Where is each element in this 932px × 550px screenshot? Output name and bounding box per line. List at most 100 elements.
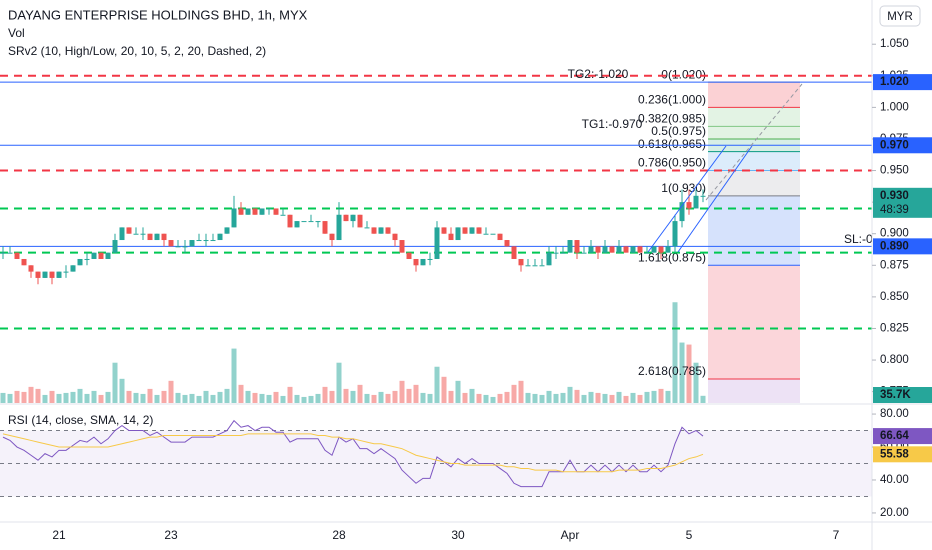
- fib-label: 0.236(1.000): [638, 93, 706, 107]
- annotation: TG1:-0.970: [582, 117, 643, 131]
- volume-bar: [679, 342, 685, 403]
- candle-body: [497, 233, 503, 241]
- candle-body: [427, 258, 433, 260]
- candle-body: [434, 227, 440, 259]
- volume-bar: [399, 380, 405, 403]
- volume-tag-label: 35.7K: [880, 389, 911, 401]
- rsi-tag-bg: [873, 428, 932, 445]
- candle-body: [98, 252, 104, 259]
- rsi-tag-bg: [873, 446, 932, 463]
- currency: MYR: [887, 11, 913, 23]
- fib-band: [708, 151, 800, 171]
- indicator-title: SRv2 (10, High/Low, 20, 10, 5, 2, 20, Da…: [8, 44, 266, 58]
- volume-bar: [280, 395, 286, 403]
- candle-body: [280, 214, 286, 216]
- volume-bar: [420, 392, 426, 403]
- candle-body: [168, 240, 174, 247]
- volume-bar: [378, 391, 384, 403]
- volume-bar: [469, 388, 475, 403]
- candle-body: [630, 246, 636, 253]
- candle-body: [511, 246, 517, 259]
- candle-body: [196, 240, 202, 242]
- candle-body: [455, 227, 461, 241]
- candle-body: [329, 233, 335, 241]
- volume-bar: [287, 386, 293, 403]
- candle-body: [588, 246, 594, 253]
- candle-body: [567, 240, 573, 253]
- candle-body: [315, 221, 321, 223]
- candle-body: [679, 202, 685, 222]
- candle-body: [518, 258, 524, 266]
- candle-body: [637, 246, 643, 253]
- volume-bar: [161, 390, 167, 403]
- candle-body: [448, 233, 454, 241]
- fib-band: [708, 265, 800, 379]
- volume-bar: [42, 394, 48, 403]
- volume-bar: [259, 393, 265, 403]
- candle-body: [490, 233, 496, 235]
- candle-body: [49, 271, 55, 278]
- x-tick-label: Apr: [561, 528, 580, 542]
- volume-bar: [630, 392, 636, 403]
- candle-body: [56, 271, 62, 278]
- y-tick-label: 0.850: [880, 291, 909, 303]
- candle-body: [133, 233, 139, 235]
- volume-bar: [70, 391, 76, 403]
- volume-bar: [63, 392, 69, 403]
- candle-body: [343, 214, 349, 222]
- candle-body: [385, 227, 391, 234]
- annotation: TG2:-1.020: [568, 67, 629, 81]
- volume-bar: [56, 393, 62, 403]
- candle-body: [441, 227, 447, 234]
- fib-band: [708, 378, 800, 403]
- candle-body: [147, 233, 153, 241]
- volume-bar: [210, 394, 216, 403]
- candle-body: [175, 246, 181, 248]
- candle-body: [77, 258, 83, 266]
- volume-bar: [91, 390, 97, 403]
- candle-body: [378, 227, 384, 234]
- volume-bar: [385, 393, 391, 403]
- candle-body: [21, 258, 27, 266]
- volume-bar: [147, 388, 153, 403]
- volume-bar: [336, 362, 342, 403]
- volume-bar: [539, 394, 545, 403]
- candle-body: [63, 271, 69, 273]
- volume-bar: [112, 362, 118, 403]
- candle-body: [476, 227, 482, 234]
- volume-bar: [196, 395, 202, 403]
- volume-bar: [497, 393, 503, 403]
- candle-body: [287, 214, 293, 228]
- volume-bar: [343, 388, 349, 403]
- candle-body: [371, 227, 377, 234]
- candle-body: [546, 252, 552, 266]
- volume-bar: [609, 394, 615, 403]
- candle-body: [602, 246, 608, 253]
- fib-label: 0.382(0.985): [638, 112, 706, 126]
- fib-band: [708, 107, 800, 127]
- candle-body: [658, 246, 664, 253]
- symbol-title: DAYANG ENTERPRISE HOLDINGS BHD, 1h, MYX: [8, 7, 308, 22]
- candle-body: [462, 227, 468, 234]
- volume-title: Vol: [8, 26, 25, 40]
- candle-body: [483, 233, 489, 235]
- volume-bar: [427, 393, 433, 403]
- candle-body: [203, 240, 209, 242]
- candle-body: [392, 233, 398, 241]
- volume-bar: [322, 386, 328, 403]
- volume-bar: [392, 390, 398, 403]
- y-tick-label: 0.825: [880, 322, 909, 334]
- volume-bar: [588, 391, 594, 403]
- candle-body: [84, 258, 90, 260]
- volume-bar: [315, 393, 321, 403]
- candle-body: [126, 227, 132, 234]
- rsi-tag-label: 55.58: [880, 448, 909, 460]
- volume-bar: [511, 384, 517, 403]
- candle-body: [574, 240, 580, 253]
- price-tag-label: 0.970: [880, 139, 909, 151]
- price-tag-bg: [873, 137, 932, 154]
- currency-box[interactable]: [879, 5, 921, 27]
- candle-body: [609, 246, 615, 253]
- candle-body: [154, 233, 160, 241]
